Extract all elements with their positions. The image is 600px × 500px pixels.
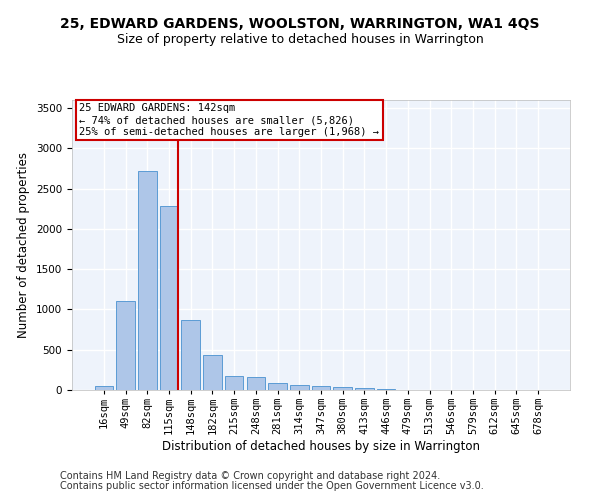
Bar xyxy=(225,376,244,390)
Bar xyxy=(290,385,308,390)
Bar xyxy=(377,389,395,390)
Bar xyxy=(160,206,178,390)
Text: Contains HM Land Registry data © Crown copyright and database right 2024.: Contains HM Land Registry data © Crown c… xyxy=(60,471,440,481)
Bar xyxy=(203,356,221,390)
Bar xyxy=(312,386,330,390)
Bar xyxy=(95,386,113,390)
Bar xyxy=(181,320,200,390)
X-axis label: Distribution of detached houses by size in Warrington: Distribution of detached houses by size … xyxy=(162,440,480,453)
Bar xyxy=(138,171,157,390)
Text: 25, EDWARD GARDENS, WOOLSTON, WARRINGTON, WA1 4QS: 25, EDWARD GARDENS, WOOLSTON, WARRINGTON… xyxy=(60,18,540,32)
Bar xyxy=(355,388,374,390)
Text: Contains public sector information licensed under the Open Government Licence v3: Contains public sector information licen… xyxy=(60,481,484,491)
Bar xyxy=(268,383,287,390)
Bar xyxy=(116,302,135,390)
Y-axis label: Number of detached properties: Number of detached properties xyxy=(17,152,31,338)
Bar xyxy=(247,376,265,390)
Text: Size of property relative to detached houses in Warrington: Size of property relative to detached ho… xyxy=(116,32,484,46)
Text: 25 EDWARD GARDENS: 142sqm
← 74% of detached houses are smaller (5,826)
25% of se: 25 EDWARD GARDENS: 142sqm ← 74% of detac… xyxy=(79,104,379,136)
Bar xyxy=(334,387,352,390)
